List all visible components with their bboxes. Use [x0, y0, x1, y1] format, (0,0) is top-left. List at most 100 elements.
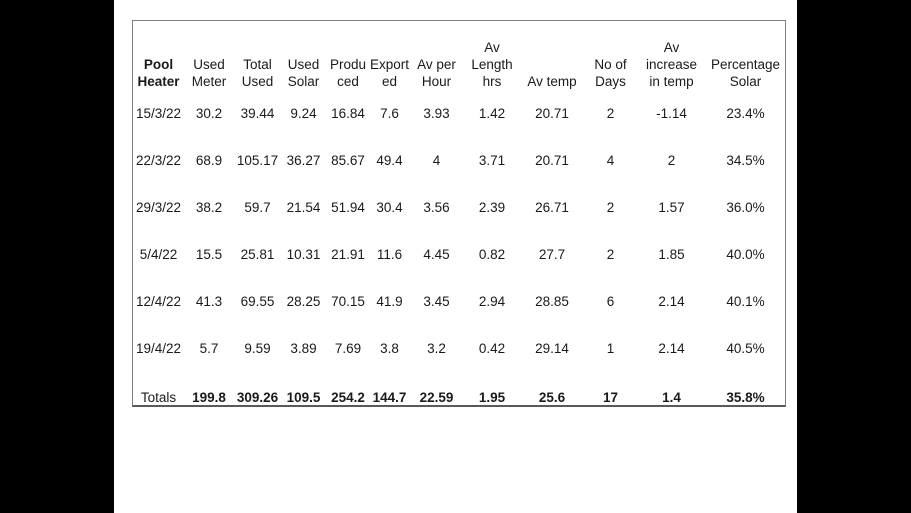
value-cell: 27.7 — [538, 247, 566, 262]
totals-value-used-solar: 109.5 — [286, 390, 321, 405]
column-header-pool-heater: Pool Heater — [137, 57, 180, 89]
value-cell: 2 — [606, 247, 615, 262]
value-cell: 105.17 — [236, 153, 279, 168]
value-cell: 2.14 — [658, 341, 685, 356]
value-cell: 4 — [606, 153, 615, 168]
totals-value-exported: 144.7 — [372, 390, 407, 405]
value-cell: 30.2 — [195, 106, 223, 121]
table-row: 15/3/22 30.2 39.44 9.24 16.84 7.6 3.93 1… — [133, 90, 785, 137]
value-cell: 16.84 — [331, 106, 365, 121]
value-cell: 2.14 — [658, 294, 685, 309]
value-cell: 5.7 — [199, 341, 219, 356]
column-header-no-of-days: No of Days — [594, 57, 627, 89]
value-cell: 3.56 — [423, 200, 450, 215]
column-header-av-per-hour: Av per Hour — [417, 57, 456, 89]
value-cell: 41.3 — [195, 294, 223, 309]
table-row: 19/4/22 5.7 9.59 3.89 7.69 3.8 3.2 0.42 … — [133, 325, 785, 372]
column-header-produced: Produ ced — [329, 57, 367, 89]
value-cell: 20.71 — [535, 153, 569, 168]
value-cell: 0.42 — [478, 341, 506, 356]
value-cell: 28.85 — [535, 294, 569, 309]
value-cell: 2 — [606, 200, 615, 215]
value-cell: 9.59 — [244, 341, 271, 356]
value-cell: 3.45 — [423, 294, 450, 309]
totals-row: Totals 199.8 309.26 109.5 254.2 144.7 22… — [133, 372, 785, 405]
column-header-percentage-solar: Percentage Solar — [710, 57, 781, 89]
value-cell: 30.4 — [376, 200, 403, 215]
value-cell: 40.1% — [726, 294, 765, 309]
value-cell: 4.45 — [423, 247, 450, 262]
value-cell: 7.69 — [334, 341, 362, 356]
table-row: 22/3/22 68.9 105.17 36.27 85.67 49.4 4 3… — [133, 137, 785, 184]
totals-value-av-length-hrs: 1.95 — [478, 390, 506, 405]
value-cell: 9.24 — [290, 106, 317, 121]
table-footer: Totals 199.8 309.26 109.5 254.2 144.7 22… — [133, 372, 785, 405]
totals-value-av-increase-in-temp: 1.4 — [662, 390, 681, 405]
value-cell: 2.94 — [478, 294, 506, 309]
value-cell: 38.2 — [195, 200, 223, 215]
value-cell: 7.6 — [380, 106, 399, 121]
right-black-bar — [797, 0, 911, 513]
value-cell: 2 — [667, 153, 676, 168]
value-cell: 68.9 — [195, 153, 223, 168]
totals-value-total-used: 309.26 — [236, 390, 279, 405]
column-header-total-used: Total Used — [241, 57, 274, 89]
value-cell: 20.71 — [535, 106, 569, 121]
date-cell: 5/4/22 — [139, 247, 178, 262]
value-cell: 3.8 — [380, 341, 399, 356]
value-cell: 23.4% — [726, 106, 765, 121]
value-cell: 34.5% — [726, 153, 765, 168]
date-cell: 22/3/22 — [135, 153, 182, 168]
column-header-used-meter: Used Meter — [191, 57, 227, 89]
value-cell: 85.67 — [331, 153, 365, 168]
value-cell: 51.94 — [331, 200, 365, 215]
totals-value-av-per-hour: 22.59 — [419, 390, 454, 405]
value-cell: 49.4 — [376, 153, 403, 168]
totals-value-no-of-days: 17 — [602, 390, 619, 405]
value-cell: 3.93 — [423, 106, 450, 121]
value-cell: 1.85 — [658, 247, 685, 262]
column-header-exported: Export ed — [370, 57, 410, 89]
value-cell: 26.71 — [535, 200, 569, 215]
table-row: 12/4/22 41.3 69.55 28.25 70.15 41.9 3.45… — [133, 278, 785, 325]
totals-value-av-temp: 25.6 — [538, 390, 566, 405]
value-cell: 1 — [606, 341, 615, 356]
column-header-used-solar: Used Solar — [287, 57, 320, 89]
value-cell: 2 — [606, 106, 615, 121]
date-cell: 19/4/22 — [135, 341, 182, 356]
date-cell: 15/3/22 — [135, 106, 182, 121]
value-cell: 10.31 — [286, 247, 321, 262]
table-body: 15/3/22 30.2 39.44 9.24 16.84 7.6 3.93 1… — [133, 90, 785, 372]
value-cell: 2.39 — [478, 200, 506, 215]
value-cell: 11.6 — [376, 247, 403, 262]
value-cell: 21.54 — [286, 200, 321, 215]
value-cell: 15.5 — [195, 247, 223, 262]
value-cell: 40.0% — [726, 247, 765, 262]
value-cell: 70.15 — [331, 294, 365, 309]
value-cell: 3.2 — [427, 341, 446, 356]
totals-value-produced: 254.2 — [331, 390, 365, 405]
value-cell: 1.42 — [478, 106, 506, 121]
value-cell: 36.0% — [726, 200, 765, 215]
column-header-av-increase-in-temp: Av increase in temp — [645, 40, 698, 89]
table-row: 5/4/22 15.5 25.81 10.31 21.91 11.6 4.45 … — [133, 231, 785, 278]
value-cell: 36.27 — [286, 153, 321, 168]
date-cell: 12/4/22 — [135, 294, 182, 309]
table-header: Pool Heater Used Meter Total Used Used S… — [133, 21, 785, 90]
value-cell: 6 — [606, 294, 615, 309]
column-header-av-length-hrs: Av Length hrs — [471, 40, 513, 89]
pool-heater-table-frame: Pool Heater Used Meter Total Used Used S… — [132, 20, 786, 407]
value-cell: 3.89 — [290, 341, 317, 356]
value-cell: 25.81 — [240, 247, 275, 262]
value-cell: 28.25 — [286, 294, 321, 309]
header-row: Pool Heater Used Meter Total Used Used S… — [133, 21, 785, 90]
value-cell: -1.14 — [656, 106, 687, 121]
value-cell: 3.71 — [478, 153, 506, 168]
totals-label: Totals — [140, 390, 177, 405]
value-cell: 41.9 — [376, 294, 403, 309]
value-cell: 40.5% — [726, 341, 765, 356]
value-cell: 69.55 — [240, 294, 275, 309]
left-black-bar — [0, 0, 114, 513]
value-cell: 0.82 — [478, 247, 506, 262]
